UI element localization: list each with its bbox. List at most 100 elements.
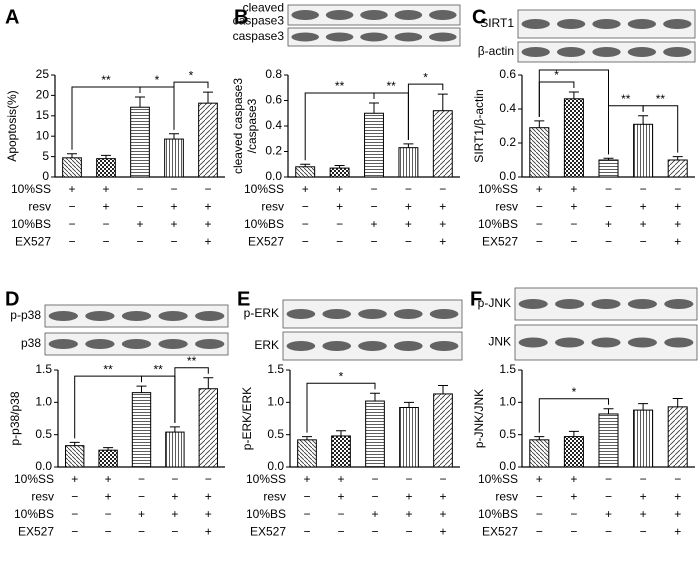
treatment-name: EX527: [15, 235, 51, 249]
error-bar: [169, 426, 180, 433]
treatment-sign: −: [605, 525, 612, 539]
treatment-sign: −: [439, 182, 446, 196]
blot-band: [121, 339, 152, 349]
treatment-sign: −: [71, 507, 78, 521]
treatment-sign: −: [336, 235, 343, 249]
treatment-sign: +: [68, 182, 75, 196]
bar: [633, 409, 654, 468]
error-bar: [438, 385, 448, 394]
blot-band: [556, 47, 586, 57]
y-axis-label: cleaved caspase3: [231, 78, 245, 174]
y-tick-label: 15: [36, 108, 50, 122]
treatment-sign: +: [302, 182, 309, 196]
treatment-sign: −: [570, 525, 577, 539]
treatment-sign: +: [640, 490, 647, 504]
treatment-sign: −: [674, 472, 681, 486]
blot-band: [325, 10, 354, 20]
blot-band: [358, 309, 387, 319]
y-axis-label: SIRT1/β-actin: [472, 89, 486, 162]
treatment-name: resv: [263, 490, 286, 504]
blot-band: [555, 337, 585, 348]
blot-band: [322, 341, 352, 351]
blot-band: [429, 309, 459, 319]
error-bar: [437, 93, 448, 111]
treatment-sign: +: [105, 490, 112, 504]
error-bar: [534, 120, 545, 128]
treatment-sign: −: [371, 472, 378, 486]
treatment-sign: +: [439, 217, 446, 231]
error-bar: [404, 401, 414, 408]
treatment-sign: +: [640, 507, 647, 521]
error-bar: [672, 397, 683, 407]
blot-band: [48, 311, 78, 321]
treatment-sign: −: [536, 235, 543, 249]
panel-letter: A: [5, 6, 19, 28]
treatment-sign: +: [405, 200, 412, 214]
treatment-sign: −: [640, 525, 647, 539]
blot-band: [358, 341, 387, 351]
error-bar: [336, 430, 346, 436]
error-bar: [403, 143, 414, 148]
blot-band: [664, 337, 694, 348]
treatment-sign: −: [302, 200, 309, 214]
treatment-sign: −: [170, 235, 177, 249]
blot-label: β-actin: [478, 44, 514, 58]
bar: [598, 159, 619, 178]
error-bar: [534, 436, 545, 440]
bar: [329, 167, 350, 178]
treatment-sign: +: [171, 490, 178, 504]
treatment-name: resv: [495, 200, 518, 214]
treatment-name: 10%SS: [478, 472, 518, 486]
error-bar: [300, 163, 311, 167]
blot-band: [592, 19, 621, 29]
bar: [130, 106, 150, 178]
significance-bracket: [538, 398, 609, 433]
error-bar: [568, 91, 579, 99]
blot-label: p-JNK: [478, 296, 511, 310]
treatment-sign: −: [303, 525, 310, 539]
treatment-sign: −: [405, 235, 412, 249]
treatment-sign: −: [136, 235, 143, 249]
treatment-sign: +: [570, 200, 577, 214]
significance-label: **: [103, 362, 113, 376]
error-bar: [370, 392, 380, 402]
treatment-sign: +: [405, 507, 412, 521]
y-tick-label: 0.5: [267, 427, 284, 441]
significance-label: **: [187, 354, 197, 368]
y-tick-label: 0.4: [499, 101, 516, 115]
treatment-sign: −: [204, 182, 211, 196]
significance-label: *: [423, 70, 428, 84]
significance-label: *: [189, 68, 194, 82]
treatment-sign: −: [370, 235, 377, 249]
treatment-sign: +: [136, 217, 143, 231]
y-tick-label: 1.0: [35, 395, 52, 409]
treatment-sign: +: [674, 507, 681, 521]
treatment-name: 10%SS: [244, 182, 284, 196]
treatment-sign: +: [102, 200, 109, 214]
treatment-sign: +: [205, 507, 212, 521]
y-tick-label: 0.0: [499, 459, 516, 473]
y-tick-label: 5: [42, 149, 49, 163]
blot-band: [291, 32, 319, 42]
treatment-sign: +: [336, 182, 343, 196]
error-bar: [568, 430, 579, 437]
blot-label: caspase3: [233, 29, 285, 43]
treatment-sign: −: [205, 472, 212, 486]
bar: [598, 413, 619, 468]
treatment-sign: +: [570, 490, 577, 504]
blot-band: [591, 299, 621, 309]
treatment-sign: +: [640, 217, 647, 231]
significance-bracket: [304, 92, 375, 161]
treatment-name: EX527: [250, 525, 286, 539]
bar: [165, 431, 185, 468]
error-bar: [136, 385, 147, 393]
blot-band: [394, 32, 423, 42]
error-bar: [302, 436, 312, 440]
y-tick-label: 1.0: [499, 395, 516, 409]
blot-band: [556, 19, 586, 29]
significance-label: *: [554, 68, 559, 82]
blot-label: SIRT1: [480, 16, 514, 30]
blot-band: [158, 311, 188, 321]
treatment-sign: −: [102, 235, 109, 249]
